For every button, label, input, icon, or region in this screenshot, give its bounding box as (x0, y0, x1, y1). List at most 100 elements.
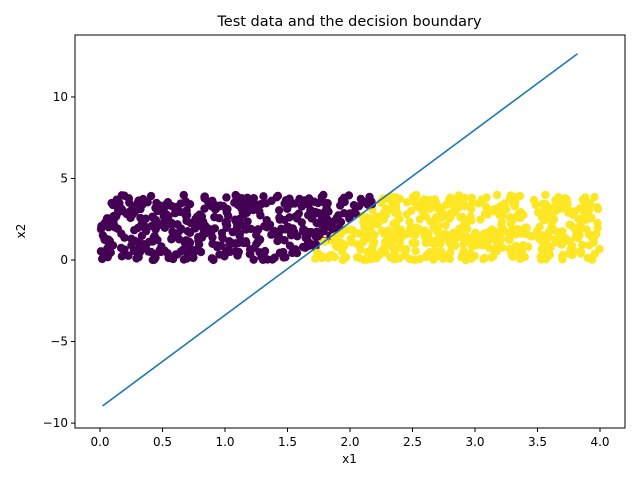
data-point-class-1 (390, 255, 399, 264)
data-point-class-0 (310, 209, 319, 219)
data-point-class-1 (367, 254, 376, 264)
data-point-class-0 (261, 199, 271, 208)
data-point-class-0 (222, 223, 231, 232)
data-point-class-1 (402, 198, 412, 207)
y-tick-label: −5 (50, 335, 68, 349)
data-point-class-1 (582, 206, 592, 215)
data-point-class-0 (182, 254, 192, 263)
data-point-class-0 (273, 236, 282, 246)
data-point-class-1 (441, 221, 450, 230)
data-point-class-1 (405, 217, 414, 227)
chart-title: Test data and the decision boundary (216, 14, 482, 30)
data-point-class-1 (590, 249, 599, 259)
data-point-class-0 (179, 190, 188, 200)
data-point-class-0 (190, 220, 199, 229)
data-point-class-0 (215, 214, 224, 223)
data-point-class-0 (98, 254, 107, 264)
data-point-class-0 (132, 254, 141, 263)
data-point-class-1 (495, 230, 504, 240)
data-point-class-1 (506, 213, 516, 222)
data-point-class-1 (527, 232, 536, 241)
data-point-class-0 (250, 243, 259, 253)
data-point-class-1 (577, 240, 587, 250)
x-tick-label: 4.0 (590, 435, 609, 449)
data-point-class-0 (249, 193, 259, 203)
data-point-class-0 (285, 194, 294, 203)
data-point-class-1 (443, 231, 452, 240)
data-point-class-1 (467, 242, 477, 251)
data-point-class-1 (519, 210, 528, 220)
data-point-class-1 (421, 211, 430, 221)
data-point-class-1 (325, 251, 335, 260)
data-point-class-1 (593, 218, 602, 228)
data-point-class-1 (410, 225, 420, 234)
data-point-class-1 (421, 252, 431, 262)
data-point-class-0 (280, 215, 289, 225)
data-point-class-1 (561, 194, 570, 203)
data-point-class-0 (243, 217, 252, 226)
data-point-class-1 (442, 200, 451, 209)
data-point-class-0 (297, 218, 306, 227)
data-point-class-0 (216, 241, 226, 250)
data-point-class-0 (107, 198, 116, 208)
data-point-class-1 (391, 193, 400, 202)
data-point-class-1 (433, 204, 443, 213)
data-point-class-0 (301, 227, 311, 236)
data-point-class-1 (429, 248, 438, 258)
data-point-class-0 (263, 255, 272, 264)
data-point-class-1 (476, 215, 485, 224)
data-point-class-0 (302, 197, 311, 207)
y-axis: −10 −5 0 5 10 (43, 90, 75, 430)
data-point-class-0 (105, 236, 114, 246)
data-point-class-0 (146, 191, 156, 201)
data-point-class-0 (298, 242, 308, 252)
data-point-class-1 (467, 193, 477, 203)
scatter-points (96, 190, 604, 265)
data-point-class-1 (331, 240, 340, 250)
data-point-class-1 (524, 242, 533, 252)
data-point-class-0 (223, 211, 233, 221)
data-point-class-1 (368, 244, 377, 253)
data-point-class-1 (569, 223, 579, 233)
data-point-class-1 (492, 246, 502, 256)
y-tick-label: −10 (43, 416, 68, 430)
data-point-class-0 (234, 247, 243, 257)
data-point-class-1 (336, 229, 345, 239)
data-point-class-1 (568, 244, 577, 253)
data-point-class-1 (360, 219, 370, 228)
data-point-class-1 (366, 224, 375, 233)
data-point-class-0 (269, 226, 279, 236)
data-point-class-0 (225, 241, 234, 250)
data-point-class-0 (270, 253, 279, 262)
data-point-class-1 (411, 246, 420, 256)
data-point-class-0 (219, 201, 228, 211)
x-axis: 0.0 0.5 1.0 1.5 2.0 2.5 3.0 3.5 4.0 (90, 428, 610, 449)
data-point-class-0 (319, 198, 328, 207)
data-point-class-1 (492, 190, 502, 200)
data-point-class-0 (235, 229, 244, 238)
data-point-class-1 (502, 205, 511, 214)
data-point-class-0 (160, 246, 170, 256)
data-point-class-0 (118, 206, 127, 216)
data-point-class-1 (557, 202, 567, 212)
data-point-class-0 (303, 237, 313, 246)
data-point-class-1 (402, 245, 411, 254)
data-point-class-0 (162, 199, 171, 209)
data-point-class-0 (260, 246, 270, 256)
data-point-class-1 (455, 231, 464, 240)
data-point-class-0 (109, 211, 118, 221)
data-point-class-1 (462, 254, 472, 263)
data-point-class-1 (504, 234, 513, 244)
data-point-class-1 (520, 252, 529, 262)
data-point-class-1 (437, 213, 446, 222)
data-point-class-0 (124, 251, 133, 260)
data-point-class-1 (532, 227, 542, 236)
data-point-class-1 (480, 229, 489, 238)
data-point-class-1 (511, 241, 520, 251)
data-point-class-0 (208, 233, 217, 242)
data-point-class-0 (130, 225, 139, 235)
data-point-class-0 (194, 236, 203, 245)
data-point-class-0 (96, 247, 106, 256)
data-point-class-0 (255, 206, 264, 216)
data-point-class-0 (210, 224, 220, 233)
